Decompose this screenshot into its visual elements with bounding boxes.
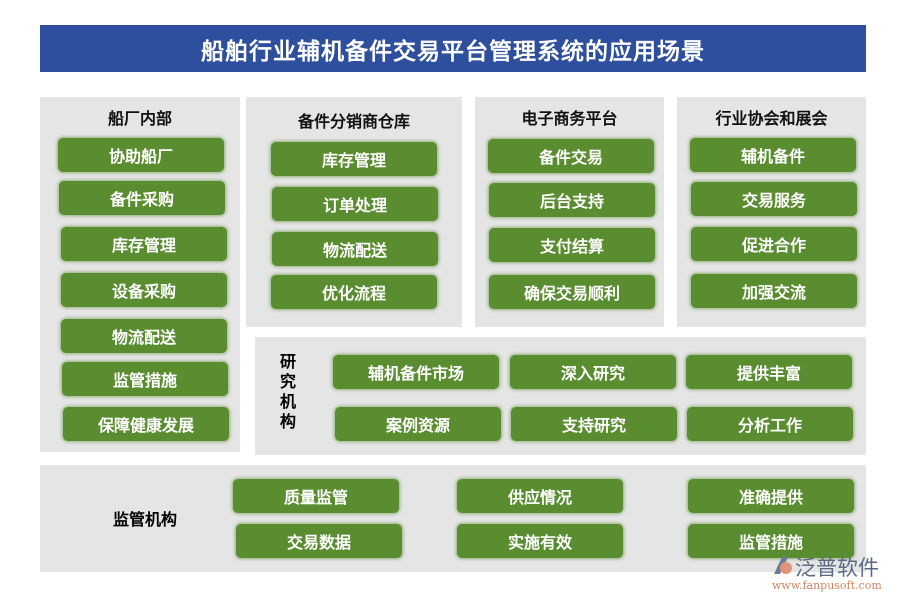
scenario-button[interactable]: 辅机备件市场 bbox=[333, 355, 499, 389]
scenario-button[interactable]: 辅机备件 bbox=[690, 138, 856, 172]
scenario-button[interactable]: 促进合作 bbox=[691, 227, 857, 261]
scenario-button[interactable]: 案例资源 bbox=[335, 407, 501, 441]
panel-title: 行业协会和展会 bbox=[715, 109, 828, 128]
scenario-button[interactable]: 监管措施 bbox=[688, 524, 854, 558]
logo-url: www.fanpusoft.com bbox=[772, 579, 882, 592]
panel-title: 备件分销商仓库 bbox=[297, 112, 410, 131]
scenario-button[interactable]: 设备采购 bbox=[61, 273, 227, 307]
scenario-button[interactable]: 支持研究 bbox=[511, 407, 677, 441]
scenario-button[interactable]: 供应情况 bbox=[457, 479, 623, 513]
scenario-button[interactable]: 保障健康发展 bbox=[63, 407, 229, 441]
scenario-button[interactable]: 深入研究 bbox=[510, 355, 676, 389]
scenario-button[interactable]: 分析工作 bbox=[687, 407, 853, 441]
scenario-button[interactable]: 优化流程 bbox=[271, 275, 437, 309]
scenario-button[interactable]: 交易数据 bbox=[236, 524, 402, 558]
brand-logo: 泛普软件 www.fanpusoft.com bbox=[770, 552, 895, 597]
scenario-button[interactable]: 协助船厂 bbox=[58, 138, 224, 172]
scenario-button[interactable]: 支付结算 bbox=[489, 228, 655, 262]
page-title: 船舶行业辅机备件交易平台管理系统的应用场景 bbox=[40, 25, 866, 72]
scenario-button[interactable]: 备件交易 bbox=[488, 139, 654, 173]
scenario-button[interactable]: 确保交易顺利 bbox=[489, 275, 655, 309]
scenario-button[interactable]: 备件采购 bbox=[59, 181, 225, 215]
scenario-button[interactable]: 加强交流 bbox=[691, 274, 857, 308]
scenario-button[interactable]: 准确提供 bbox=[688, 479, 854, 513]
scenario-button[interactable]: 实施有效 bbox=[457, 524, 623, 558]
panel-title: 电子商务平台 bbox=[521, 109, 618, 128]
scenario-button[interactable]: 物流配送 bbox=[61, 319, 227, 353]
scenario-button[interactable]: 质量监管 bbox=[233, 479, 399, 513]
scenario-button[interactable]: 监管措施 bbox=[62, 362, 228, 396]
scenario-button[interactable]: 库存管理 bbox=[271, 142, 437, 176]
scenario-button[interactable]: 订单处理 bbox=[272, 187, 438, 221]
scenario-button[interactable]: 交易服务 bbox=[691, 182, 857, 216]
scenario-button[interactable]: 后台支持 bbox=[489, 183, 655, 217]
scenario-button[interactable]: 库存管理 bbox=[61, 227, 227, 261]
logo-mark-icon bbox=[774, 557, 792, 574]
scenario-button[interactable]: 提供丰富 bbox=[686, 355, 852, 389]
panel-title-research: 研究机构 bbox=[279, 352, 296, 431]
logo-name: 泛普软件 bbox=[795, 556, 879, 580]
panel-title: 船厂内部 bbox=[107, 109, 172, 128]
panel-title-regulator: 监管机构 bbox=[112, 510, 177, 529]
scenario-button[interactable]: 物流配送 bbox=[272, 232, 438, 266]
